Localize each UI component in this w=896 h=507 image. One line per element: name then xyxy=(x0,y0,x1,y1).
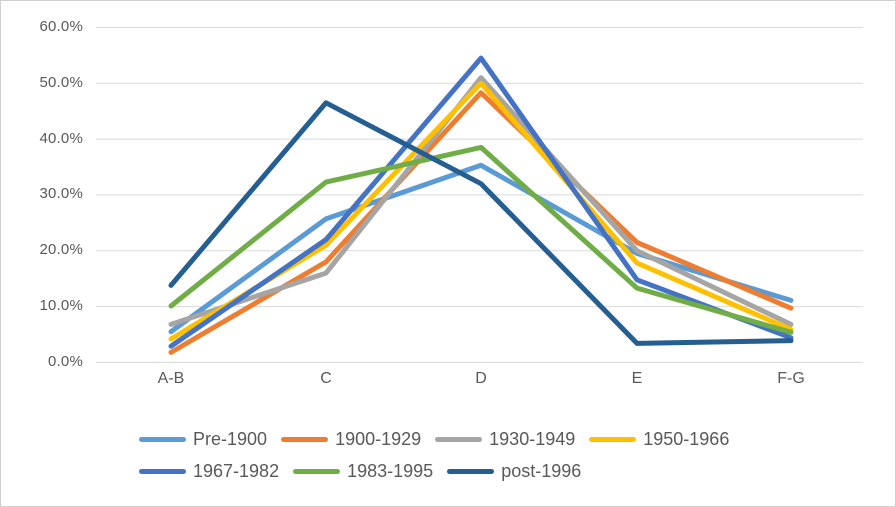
legend-item-1900-1929: 1900-1929 xyxy=(281,428,421,450)
series-line-1930-1949 xyxy=(168,75,794,327)
legend-label: 1967-1982 xyxy=(193,461,280,481)
series-line-1967-1982 xyxy=(168,55,794,349)
legend-row-2: 1967-1982 1983-1995 post-1996 xyxy=(139,460,743,482)
x-axis-label-c: C xyxy=(320,370,332,387)
legend-swatch-post-1996-icon xyxy=(447,468,495,474)
legend-swatch-1983-1995-icon xyxy=(293,468,341,474)
legend-row-1: Pre-1900 1900-1929 1930-1949 1950-1966 xyxy=(139,428,743,450)
y-axis-label-40: 40.0% xyxy=(39,130,83,147)
series-line-pre-1900 xyxy=(168,162,794,335)
legend-item-post-1996: post-1996 xyxy=(447,460,581,482)
series-line-1900-1929 xyxy=(168,90,794,355)
legend-swatch-1900-1929-icon xyxy=(281,436,329,442)
legend-label: Pre-1900 xyxy=(193,429,268,449)
legend-label: 1950-1966 xyxy=(643,429,730,449)
legend-swatch-1967-1982-icon xyxy=(139,468,186,474)
legend-item-1983-1995: 1983-1995 xyxy=(293,460,433,482)
x-axis: A-B C D E F-G xyxy=(1,369,895,391)
y-axis-label-0: 0.0% xyxy=(48,353,83,370)
series-line-1983-1995 xyxy=(168,144,794,335)
legend-item-1930-1949: 1930-1949 xyxy=(435,428,575,450)
legend-item-1950-1966: 1950-1966 xyxy=(589,428,729,450)
legend-label: 1930-1949 xyxy=(489,429,576,449)
x-axis-label-e: E xyxy=(631,370,643,387)
legend-swatch-1950-1966-icon xyxy=(589,436,637,442)
legend-swatch-1930-1949-icon xyxy=(435,436,483,442)
series-line-post-1996 xyxy=(168,100,794,346)
y-axis-label-20: 20.0% xyxy=(39,241,83,258)
legend-label: post-1996 xyxy=(501,461,582,481)
y-axis-label-10: 10.0% xyxy=(39,297,83,314)
legend: Pre-1900 1900-1929 1930-1949 1950-1966 1… xyxy=(139,428,743,482)
y-axis: 60.0% 50.0% 40.0% 30.0% 20.0% 10.0% 0.0% xyxy=(1,1,83,421)
legend-swatch-pre-1900-icon xyxy=(139,436,186,442)
legend-item-pre-1900: Pre-1900 xyxy=(139,428,267,450)
x-axis-label-f-g: F-G xyxy=(777,370,805,387)
x-axis-label-a-b: A-B xyxy=(157,370,185,387)
y-axis-label-30: 30.0% xyxy=(39,185,83,202)
y-axis-label-50: 50.0% xyxy=(39,74,83,91)
legend-item-1967-1982: 1967-1982 xyxy=(139,460,279,482)
legend-label: 1900-1929 xyxy=(335,429,422,449)
legend-label: 1983-1995 xyxy=(347,461,434,481)
y-axis-label-60: 60.0% xyxy=(39,18,83,35)
x-axis-label-d: D xyxy=(475,370,487,387)
